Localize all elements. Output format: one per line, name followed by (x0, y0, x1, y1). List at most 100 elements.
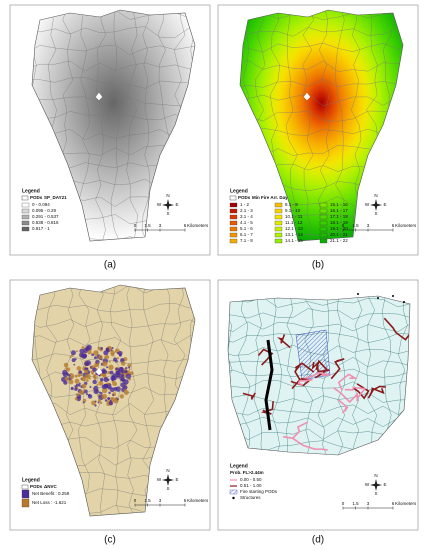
nvc-patch (103, 377, 109, 383)
map (31, 284, 196, 517)
legend-swatch (229, 195, 237, 201)
legend-pods: PODs (30, 484, 43, 489)
pod-boundary (318, 10, 330, 241)
legend-title: Legend (230, 463, 248, 469)
compass-label: S (374, 211, 377, 216)
scale-label: 0 (342, 501, 345, 506)
scale-label: 6 (392, 223, 395, 228)
flame-route (338, 399, 349, 414)
legend-swatch (274, 238, 283, 244)
pod-boundary (228, 428, 410, 440)
nvc-patch (123, 385, 128, 390)
scale-label: 3 (367, 501, 370, 506)
pod-boundary (240, 42, 403, 53)
panel-label: (d) (312, 535, 324, 546)
nvc-patch (78, 382, 81, 385)
legend-label: 1 - 2 (240, 202, 250, 207)
nvc-patch (81, 346, 85, 349)
legend-label: Structures (240, 495, 261, 500)
legend-title: Legend (22, 188, 40, 194)
flame-route (300, 371, 330, 380)
nvc-patch (110, 397, 113, 400)
legend-swatch (229, 238, 238, 244)
legend-label: 11.1 - 12 (285, 220, 303, 225)
nvc-patch (112, 394, 115, 397)
nvc-patch (94, 404, 97, 407)
pod-boundary (228, 297, 410, 308)
nvc-patch (86, 393, 89, 396)
legend-title: Legend (230, 188, 248, 194)
nvc-patch (89, 385, 92, 389)
nvc-patch (83, 353, 88, 358)
pod-boundary (95, 285, 105, 516)
compass-label: N (166, 193, 169, 198)
nvc-patch (79, 389, 84, 395)
nvc-patch (93, 388, 100, 395)
nvc-patch (113, 357, 118, 362)
legend-swatch (21, 220, 30, 226)
pod-boundary (95, 10, 106, 241)
legend-swatch (319, 226, 328, 232)
nvc-patch (109, 383, 112, 386)
nvc-patch (82, 398, 87, 403)
compass-label: N (374, 473, 377, 478)
scale-label: 1.5 (352, 223, 359, 228)
legend-swatch (319, 232, 328, 238)
pod-boundary (350, 10, 362, 241)
nvc-patch (63, 380, 68, 385)
pod-boundary (32, 95, 195, 106)
pod-boundary (32, 371, 195, 381)
nvc-patch (75, 350, 78, 353)
legend-label: Fire starting PODs (240, 489, 278, 494)
scale-unit: Kilometers (187, 498, 209, 503)
nvc-patch (108, 364, 114, 370)
nvc-patch (115, 367, 119, 371)
nvc-patch (118, 366, 124, 372)
nvc-patch (76, 366, 82, 371)
flame-route (333, 386, 359, 404)
compass-label: S (166, 211, 169, 216)
pod-boundary (228, 321, 410, 332)
nvc-patch (97, 398, 101, 402)
nvc-patch (91, 400, 96, 406)
legend-swatch (21, 226, 30, 232)
scale-label: 6 (392, 501, 395, 506)
nvc-patch (93, 356, 97, 360)
legend-swatch (229, 202, 238, 208)
legend-label: 4.1 - 5 (240, 220, 253, 225)
nvc-patch (106, 400, 110, 403)
pod-boundary (32, 300, 195, 313)
nvc-patch (92, 367, 97, 372)
fire-start-pods (295, 329, 331, 381)
compass-label: S (166, 486, 169, 491)
pod-boundary (302, 10, 314, 241)
pod-boundary (32, 319, 195, 329)
legend-swatch (319, 238, 328, 244)
pod-boundary (286, 296, 296, 455)
legend-label: 19.1 - 20 (330, 226, 348, 231)
legend-swatch (319, 214, 328, 220)
flame-route (282, 421, 309, 440)
pod-boundary (78, 285, 91, 516)
structure (392, 295, 394, 297)
legend-label: 12.1 - 13 (285, 226, 303, 231)
nvc-patch (79, 348, 85, 354)
legend-label: 15.1 - 16 (330, 202, 348, 207)
nvc-patch (123, 357, 128, 361)
fire-start-marker (303, 92, 311, 101)
nvc-patch (93, 350, 99, 356)
pod-boundary (110, 285, 122, 516)
flame-route (242, 392, 256, 400)
nvc-patch (84, 361, 89, 367)
legend-swatch (21, 489, 30, 499)
nvc-patch (128, 366, 131, 369)
nvc-patch (78, 370, 83, 374)
fire-start-marker (95, 92, 103, 101)
flame-route (383, 317, 410, 341)
pod-boundary (141, 10, 151, 241)
pod-boundary (335, 10, 345, 241)
pod-boundary (126, 285, 138, 516)
compass-label: N (166, 468, 169, 473)
compass-label: E (175, 477, 178, 482)
nvc-patch (108, 391, 111, 395)
